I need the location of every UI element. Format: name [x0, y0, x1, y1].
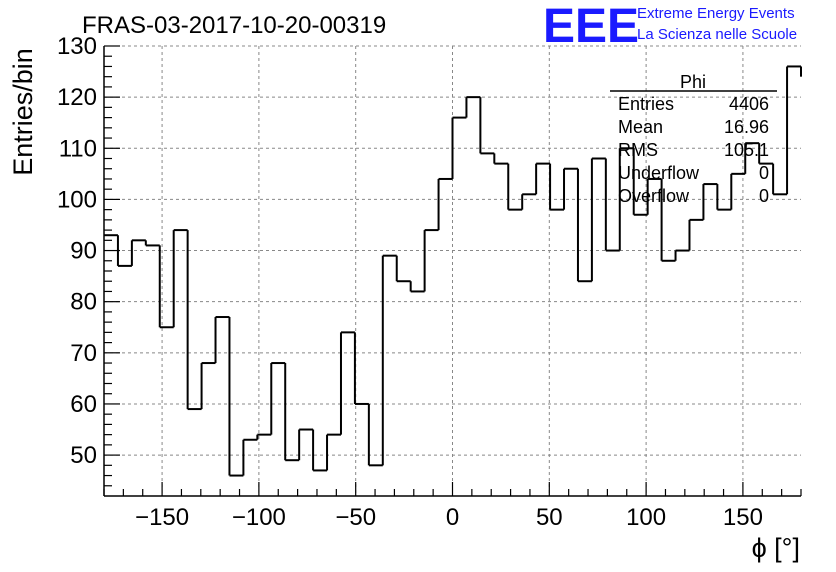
stats-value-mean: 16.96	[724, 117, 769, 137]
stats-value-underflow: 0	[759, 163, 769, 183]
stats-label-mean: Mean	[618, 117, 663, 137]
y-tick-label: 70	[70, 340, 97, 367]
y-tick-label: 100	[57, 186, 97, 213]
y-tick-label: 90	[70, 238, 97, 265]
grid-lines	[104, 45, 801, 496]
logo-subtitle-line2: La Scienza nelle Scuole	[637, 26, 797, 43]
x-tick-label: 50	[536, 504, 563, 531]
stats-value-overflow: 0	[759, 186, 769, 206]
x-tick-label: 100	[626, 504, 666, 531]
stats-box-title: Phi	[680, 72, 706, 92]
histogram-series	[104, 65, 802, 477]
stats-label-entries: Entries	[618, 94, 674, 114]
stats-label-rms: RMS	[618, 140, 658, 160]
stats-value-entries: 4406	[729, 94, 769, 114]
x-tick-label: −150	[135, 504, 189, 531]
x-tick-label: 0	[446, 504, 459, 531]
y-tick-label: 120	[57, 84, 97, 111]
y-tick-label: 60	[70, 391, 97, 418]
y-tick-label: 80	[70, 289, 97, 316]
axes: −150 −100 −50 0 50 100 150 50 60 70 80 90 100 110 120 1…	[57, 33, 802, 531]
x-tick-label: −50	[335, 504, 376, 531]
x-tick-label: 150	[723, 504, 763, 531]
x-tick-label: −100	[232, 504, 286, 531]
eee-logo: EEE	[543, 0, 639, 53]
stats-value-rms: 105.1	[724, 140, 769, 160]
stats-label-overflow: Overflow	[618, 186, 690, 206]
y-axis-title: Entries/bin	[8, 48, 38, 176]
stats-label-underflow: Underflow	[618, 163, 700, 183]
stats-box: Phi Entries 4406 Mean 16.96 RMS 105.1 Un…	[610, 72, 777, 206]
x-axis-title: ϕ [°]	[752, 533, 800, 563]
chart-title: FRAS-03-2017-10-20-00319	[82, 12, 386, 39]
y-tick-label: 130	[57, 33, 97, 60]
logo-subtitle-line1: Extreme Energy Events	[637, 5, 795, 22]
y-tick-label: 50	[70, 442, 97, 469]
y-tick-label: 110	[59, 135, 97, 162]
